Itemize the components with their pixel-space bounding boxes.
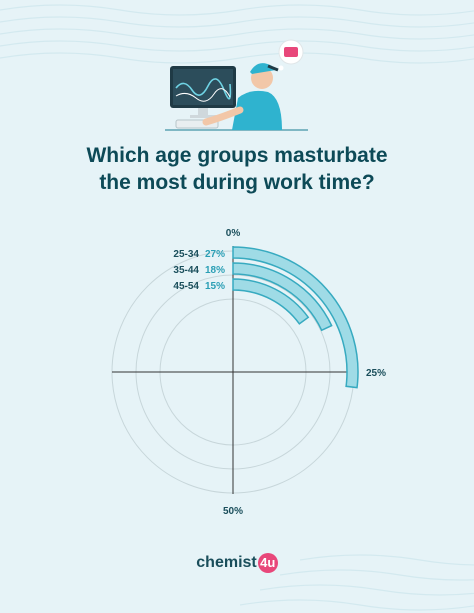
brand-logo: chemist 4u — [0, 553, 474, 573]
bar-45-54 — [232, 278, 310, 325]
brand-badge: 4u — [257, 553, 278, 573]
category-label-1: 35-44 — [173, 265, 199, 276]
title-line-2: the most during work time? — [99, 171, 375, 194]
category-label-2: 45-54 — [173, 281, 199, 292]
title-line-1: Which age groups masturbate — [86, 144, 388, 167]
wave-pattern-bottom — [239, 554, 474, 611]
value-label-1: 18% — [205, 265, 225, 276]
chart-title: Which age groups masturbate the most dur… — [0, 142, 474, 196]
brand-word: chemist — [196, 554, 257, 571]
bar-25-34 — [232, 246, 359, 389]
person-at-computer-illustration — [165, 39, 308, 131]
category-label-0: 25-34 — [173, 249, 199, 260]
wave-pattern-top — [0, 4, 474, 64]
chart-labels: 0% 25% 50% 25-34 27% 35-44 18% 45-54 15% — [173, 228, 386, 517]
scale-label-25: 25% — [366, 368, 386, 379]
value-label-0: 27% — [205, 249, 225, 260]
scale-label-0: 0% — [226, 228, 241, 239]
value-label-2: 15% — [205, 281, 225, 292]
chart-bars — [232, 246, 359, 389]
bar-35-44 — [232, 262, 333, 332]
scale-label-50: 50% — [223, 506, 243, 517]
